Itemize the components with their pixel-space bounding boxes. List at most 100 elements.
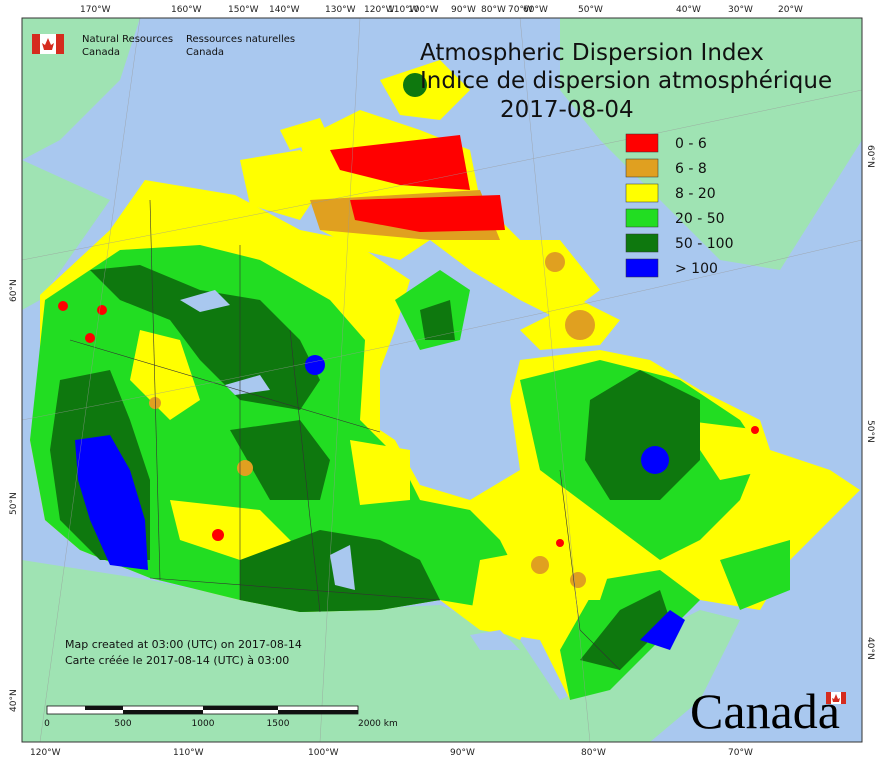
zone-area — [570, 572, 586, 588]
lake — [330, 545, 355, 590]
zone-area — [97, 305, 107, 315]
zone-area — [720, 540, 790, 610]
top-lon-label: 70°W — [508, 5, 533, 15]
legend-label: 0 - 6 — [675, 136, 707, 152]
title: Atmospheric Dispersion Index — [420, 40, 764, 66]
graticule-line — [22, 239, 862, 421]
zone-area — [237, 460, 253, 476]
zone-area — [565, 310, 595, 340]
scale-label: 1000 — [192, 719, 215, 729]
top-lon-label: 160°W — [171, 5, 202, 15]
zone-area — [640, 610, 685, 650]
top-lon-label: 120°W — [364, 5, 395, 15]
legend-swatch — [625, 233, 659, 253]
legend-swatch — [625, 158, 659, 178]
bottom-lon-label: 110°W — [173, 748, 204, 758]
zone-area — [470, 545, 610, 640]
wordmark: Canada — [690, 683, 840, 739]
left-lat-label: 40°N — [9, 689, 19, 712]
zone-area — [170, 500, 300, 560]
top-lon-label: 170°W — [80, 5, 111, 15]
legend-label: 8 - 20 — [675, 186, 716, 202]
zone-area — [751, 426, 759, 434]
zone-area — [585, 370, 700, 500]
scale-label: 500 — [114, 719, 131, 729]
top-lon-label: 30°W — [728, 5, 753, 15]
logo: Natural Resources Canada Ressources natu… — [32, 34, 295, 58]
agency-fr: Ressources naturelles — [186, 34, 295, 45]
note: Map created at 03:00 (UTC) on 2017-08-14 — [65, 638, 302, 651]
zone-area — [90, 265, 320, 410]
right-lat-label: 50°N — [865, 420, 875, 443]
zone-area — [403, 73, 427, 97]
legend-swatch — [625, 183, 659, 203]
lake — [180, 290, 230, 312]
zone-area — [230, 420, 330, 500]
bottom-lon-label: 70°W — [728, 748, 753, 758]
border-line — [149, 577, 441, 601]
graticule-line — [319, 18, 361, 742]
border-line — [559, 469, 621, 671]
legend-label: 6 - 8 — [675, 161, 707, 177]
title: Indice de dispersion atmosphérique — [420, 68, 832, 94]
zone-area — [305, 355, 325, 375]
top-lon-label: 150°W — [228, 5, 259, 15]
note: Carte créée le 2017-08-14 (UTC) à 03:00 — [65, 654, 289, 667]
zone-area — [580, 590, 670, 670]
scale-bar: 0 500 1000 1500 2000 km — [44, 705, 398, 729]
flag-band — [826, 692, 831, 704]
top-lon-label: 110°W — [388, 5, 419, 15]
alaska-land — [22, 160, 110, 310]
border-line — [69, 339, 381, 433]
top-lon-label: 90°W — [451, 5, 476, 15]
maple-leaf — [42, 38, 54, 50]
graticule-line — [22, 89, 862, 261]
legend: 0 - 6 6 - 8 8 - 20 20 - 50 50 - 100 > 100 — [625, 133, 734, 278]
scale-segment — [85, 706, 123, 710]
arctic-island — [280, 118, 330, 150]
graticule-labels: 170°W 160°W 150°W 140°W 130°W 120°W110°W100°W… — [9, 5, 875, 758]
legend-swatch — [625, 133, 659, 153]
bottom-lon-label: 90°W — [450, 748, 475, 758]
top-lon-label: 100°W — [408, 5, 439, 15]
zone-area — [531, 556, 549, 574]
right-lat-label: 40°N — [865, 637, 875, 660]
zone-area — [641, 446, 669, 474]
top-lon-label: 50°W — [578, 5, 603, 15]
graticule-line — [519, 18, 591, 742]
zone-area — [680, 420, 770, 480]
zone-area — [212, 529, 224, 541]
lake — [470, 630, 520, 650]
greenland — [560, 18, 862, 270]
zone-area — [75, 435, 148, 570]
bottom-lon-label: 100°W — [308, 748, 339, 758]
agency-fr: Canada — [186, 47, 224, 58]
date: 2017-08-04 — [500, 97, 634, 123]
wordmark-flag — [826, 692, 846, 704]
zone-area — [420, 300, 455, 340]
zone-area — [130, 330, 200, 420]
map-area — [22, 18, 862, 742]
zone-area — [556, 539, 564, 547]
flag-band — [32, 34, 40, 54]
scale-label: 2000 km — [358, 719, 398, 729]
legend-label: 20 - 50 — [675, 211, 725, 227]
scale-segment — [203, 706, 278, 710]
map-frame — [21, 17, 863, 743]
legend-swatch — [625, 208, 659, 228]
legend-label: 50 - 100 — [675, 236, 734, 252]
flag-band — [841, 692, 846, 704]
zone-area — [330, 135, 470, 190]
left-lat-label: 50°N — [9, 492, 19, 515]
zone-area — [85, 333, 95, 343]
graticule-line — [39, 18, 141, 742]
maple-leaf — [832, 694, 840, 702]
agency-en: Canada — [82, 47, 120, 58]
right-lat-label: 60°N — [865, 145, 875, 168]
top-lon-label: 20°W — [778, 5, 803, 15]
usa-land — [22, 560, 740, 742]
scale-segment — [123, 710, 203, 714]
zone-area — [350, 440, 410, 505]
legend-swatch — [625, 258, 659, 278]
